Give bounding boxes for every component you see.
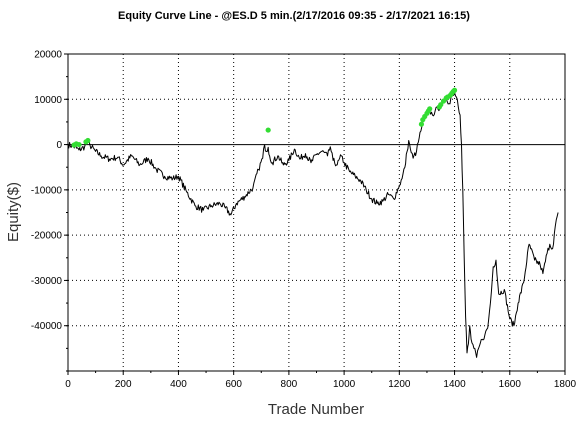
- x-tick-label: 400: [170, 379, 187, 390]
- grid-lines: [68, 54, 565, 371]
- new-high-marker: [418, 121, 425, 127]
- x-tick-label: 1000: [333, 379, 356, 390]
- equity-curve-line: [67, 92, 559, 358]
- x-tick-label: 1600: [499, 379, 522, 390]
- y-axis-label: Equity($): [5, 182, 22, 242]
- y-tick-label: -30000: [31, 276, 63, 287]
- new-high-marker: [451, 87, 458, 93]
- new-high-marker: [265, 127, 271, 133]
- chart-title: Equity Curve Line - @ES.D 5 min.(2/17/20…: [118, 10, 470, 22]
- y-tick-label: 20000: [34, 50, 62, 61]
- axis-ticks: 0 200 400 600 800 1000 1200 1400 1600 1800 20000 10…: [31, 50, 577, 391]
- x-tick-label: 800: [281, 379, 298, 390]
- y-tick-label: 10000: [34, 95, 62, 106]
- new-high-marker: [85, 137, 91, 144]
- plot-frame: [67, 53, 566, 372]
- x-tick-label: 1200: [388, 379, 411, 390]
- x-tick-label: 1800: [554, 379, 577, 390]
- y-tick-label: 0: [56, 140, 62, 151]
- x-tick-label: 1400: [443, 379, 466, 390]
- new-high-markers: [71, 87, 458, 148]
- x-tick-label: 200: [115, 379, 132, 390]
- y-tick-label: -20000: [31, 231, 63, 242]
- x-tick-label: 0: [65, 379, 71, 390]
- x-axis-label: Trade Number: [268, 401, 364, 418]
- y-tick-label: -40000: [31, 321, 63, 332]
- series-layer: [67, 92, 559, 358]
- new-high-marker: [76, 141, 82, 148]
- new-high-marker: [427, 106, 433, 112]
- x-tick-label: 600: [225, 379, 242, 390]
- y-tick-label: -10000: [31, 185, 63, 196]
- new-high-marker: [438, 102, 444, 108]
